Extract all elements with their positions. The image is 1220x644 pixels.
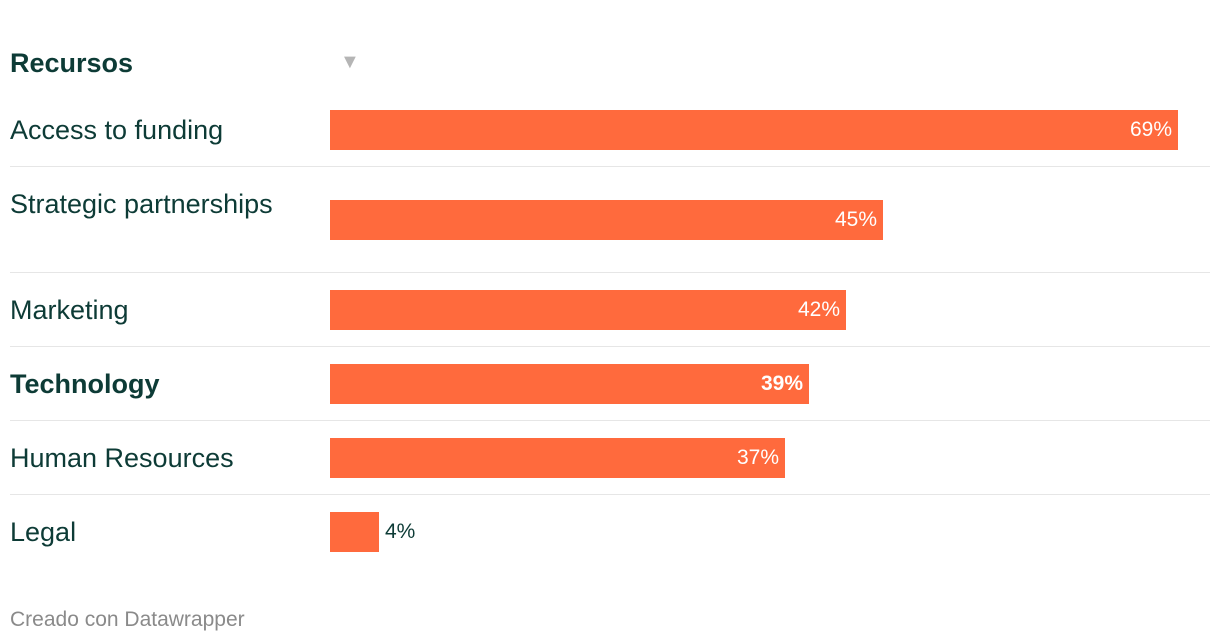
category-label: Marketing [10,295,129,325]
bar-value-label: 42% [797,298,840,321]
category-label: Access to funding [10,115,224,145]
bar-value-label: 4% [385,520,416,543]
bar-value-label: 39% [760,372,803,395]
bar[interactable] [330,364,809,404]
category-label: Technology [10,369,160,399]
column-header-label[interactable]: Recursos [10,48,134,78]
credit-text: Creado con Datawrapper [10,608,245,631]
bar[interactable] [330,290,846,330]
category-label: Strategic partnerships [10,189,273,219]
chart-header: Recursos ▼ [10,44,1210,84]
row-divider [10,346,1210,347]
bar[interactable] [330,512,379,552]
bar-value-label: 37% [736,446,779,469]
bar-value-label: 45% [834,208,877,231]
row-divider [10,420,1210,421]
row-divider [10,166,1210,167]
bar[interactable] [330,200,883,240]
bar[interactable] [330,110,1178,150]
category-label: Human Resources [10,443,234,473]
row-divider [10,494,1210,495]
bar[interactable] [330,438,785,478]
sort-down-icon[interactable]: ▼ [340,51,360,73]
category-label: Legal [10,517,77,547]
bar-value-label: 69% [1129,118,1172,141]
row-divider [10,272,1210,273]
